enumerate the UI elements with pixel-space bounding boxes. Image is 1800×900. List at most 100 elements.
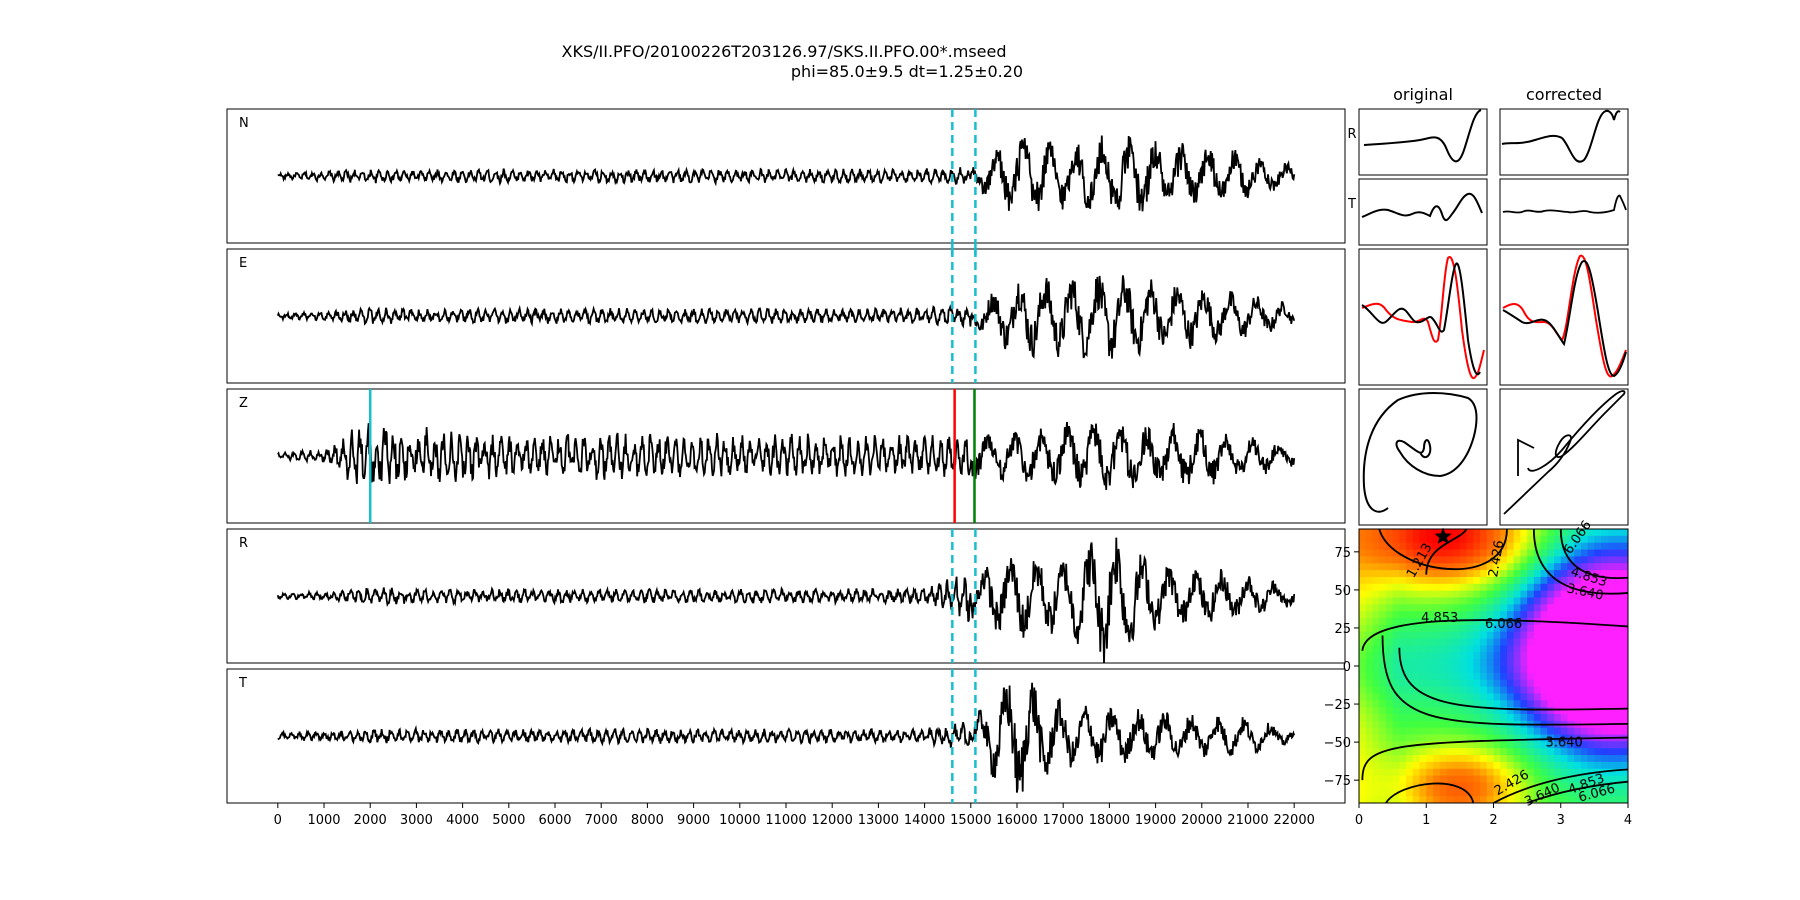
heatmap-x-tick-label: 1 (1422, 813, 1430, 828)
heatmap-cell (1554, 727, 1562, 736)
heatmap-cell (1426, 624, 1434, 633)
heatmap-cell (1419, 542, 1427, 551)
heatmap-cell (1432, 624, 1441, 633)
heatmap-cell (1392, 679, 1400, 688)
heatmap-cell (1466, 768, 1474, 777)
heatmap-cell (1406, 542, 1414, 551)
heatmap-cell (1480, 529, 1488, 537)
heatmap-cell (1580, 782, 1589, 790)
heatmap-cell (1601, 679, 1609, 688)
heatmap-cell (1466, 707, 1474, 715)
heatmap-cell (1459, 576, 1468, 585)
heatmap-cell (1365, 707, 1374, 715)
heatmap-cell (1587, 693, 1595, 701)
heatmap-cell (1446, 775, 1454, 784)
curve-original-particle-motion (1362, 392, 1478, 513)
heatmap-cell (1399, 761, 1407, 770)
heatmap-cell (1392, 761, 1400, 770)
heatmap-cell (1587, 755, 1595, 763)
heatmap-cell (1473, 707, 1481, 715)
heatmap-cell (1372, 782, 1380, 790)
x-tick-label: 19000 (1135, 813, 1176, 828)
heatmap-cell (1432, 542, 1441, 551)
heatmap-cell (1473, 597, 1481, 605)
heatmap-cell (1594, 672, 1602, 681)
heatmap-cell (1385, 652, 1394, 660)
heatmap-cell (1359, 741, 1367, 749)
heatmap-cell (1399, 707, 1407, 715)
heatmap-cell (1446, 624, 1454, 633)
panel-original-r (1358, 108, 1488, 176)
heatmap-cell (1392, 576, 1400, 585)
heatmap-cell (1459, 604, 1468, 612)
heatmap-cell (1412, 652, 1421, 660)
heatmap-cell (1493, 679, 1501, 688)
heatmap-cell (1372, 618, 1380, 626)
heatmap-contours (1361, 529, 1628, 803)
heatmap-cell (1560, 549, 1569, 557)
heatmap-cell (1432, 686, 1441, 694)
heatmap-cell (1493, 556, 1501, 564)
heatmap-cell (1607, 679, 1616, 688)
heatmap-cell (1406, 782, 1414, 790)
heatmap-cell (1453, 645, 1461, 653)
heatmap-cell (1432, 755, 1441, 763)
heatmap-cell (1372, 645, 1380, 653)
heatmap-cell (1540, 679, 1548, 688)
heatmap-cell (1560, 679, 1569, 688)
heatmap-cell (1493, 529, 1501, 537)
x-tick-label: 3000 (400, 813, 433, 828)
heatmap-cell (1513, 666, 1521, 674)
heatmap-cell (1500, 679, 1508, 688)
heatmap-cell (1547, 535, 1555, 544)
heatmap-cell (1459, 679, 1468, 688)
heatmap-cell (1520, 734, 1528, 742)
heatmap-cell (1486, 775, 1495, 784)
heatmap-cell (1567, 775, 1575, 784)
heatmap-cell (1567, 590, 1575, 599)
heatmap-cell (1459, 611, 1468, 619)
heatmap-cell (1426, 707, 1434, 715)
heatmap-cell (1379, 672, 1387, 681)
heatmap-cell (1601, 789, 1609, 797)
heatmap-cell (1392, 734, 1400, 742)
x-tick-label: 2000 (354, 813, 387, 828)
heatmap-cell (1359, 686, 1367, 694)
heatmap-cell (1365, 672, 1374, 681)
heatmap-cell (1607, 775, 1616, 784)
heatmap-cell (1513, 761, 1521, 770)
heatmap-cell (1439, 645, 1448, 653)
heatmap-cell (1439, 700, 1448, 708)
heatmap-cell (1459, 720, 1468, 729)
heatmap-cell (1365, 693, 1374, 701)
heatmap-cell (1419, 748, 1427, 756)
heatmap-cell (1392, 638, 1400, 647)
heatmap-cell (1513, 618, 1521, 626)
heatmap-cell (1500, 638, 1508, 647)
heatmap-cell (1359, 748, 1367, 756)
heatmap-cell (1506, 570, 1515, 578)
heatmap-cell (1439, 631, 1448, 640)
heatmap-cell (1567, 700, 1575, 708)
heatmap-cell (1574, 748, 1582, 756)
heatmap-cell (1392, 693, 1400, 701)
heatmap-cell (1359, 549, 1367, 557)
heatmap-cell (1560, 693, 1569, 701)
heatmap-cell (1453, 631, 1461, 640)
heatmap-cell (1554, 597, 1562, 605)
heatmap-cell (1473, 535, 1481, 544)
heatmap-cell (1486, 631, 1495, 640)
panel-corrected-pm (1499, 388, 1629, 526)
panel-r-frame (226, 528, 1346, 664)
heatmap-cell (1466, 638, 1474, 647)
heatmap-cell (1614, 618, 1622, 626)
heatmap-cell (1614, 535, 1622, 544)
heatmap-cell (1365, 734, 1374, 742)
heatmap-cell (1359, 631, 1367, 640)
heatmap-cell (1493, 727, 1501, 736)
heatmap-cell (1513, 796, 1521, 803)
heatmap-cell (1587, 611, 1595, 619)
heatmap-cell (1513, 782, 1521, 790)
heatmap-cell (1493, 782, 1501, 790)
heatmap-cell (1547, 645, 1555, 653)
